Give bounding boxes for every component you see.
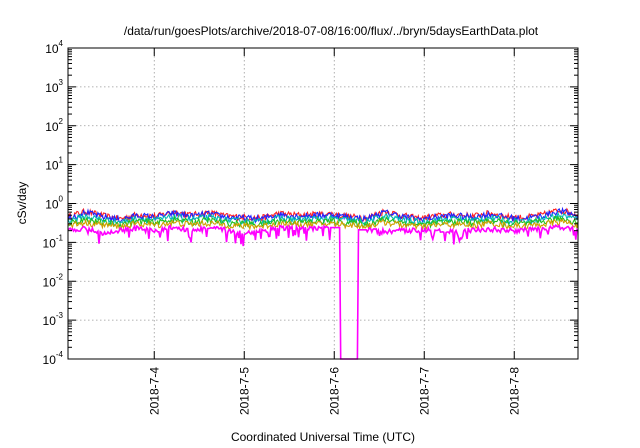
y-tick-label: 10-1 <box>43 233 64 250</box>
y-tick-label: 102 <box>45 117 63 134</box>
x-tick-label: 2018-7-7 <box>417 367 431 415</box>
x-tick-label: 2018-7-8 <box>507 367 521 415</box>
series-line <box>67 223 579 360</box>
x-tick-label: 2018-7-5 <box>237 367 251 415</box>
series-line <box>67 218 579 232</box>
y-tick-label: 101 <box>45 156 63 173</box>
y-tick-label: 10-4 <box>43 350 64 367</box>
series-line <box>67 211 579 227</box>
grid <box>68 48 578 359</box>
y-tick-label: 10-3 <box>43 311 64 328</box>
series-line <box>67 206 579 224</box>
x-tick-label: 2018-7-4 <box>147 367 161 415</box>
y-axis-label: cSv/day <box>15 182 29 225</box>
x-tick-label: 2018-7-6 <box>327 367 341 415</box>
series-group <box>67 206 579 360</box>
y-tick-label: 104 <box>45 39 63 56</box>
y-tick-label: 100 <box>45 195 63 212</box>
x-axis-label: Coordinated Universal Time (UTC) <box>231 430 415 444</box>
y-tick-label: 103 <box>45 78 63 95</box>
chart-title: /data/run/goesPlots/archive/2018-07-08/1… <box>124 24 539 38</box>
y-tick-label: 10-2 <box>43 272 64 289</box>
